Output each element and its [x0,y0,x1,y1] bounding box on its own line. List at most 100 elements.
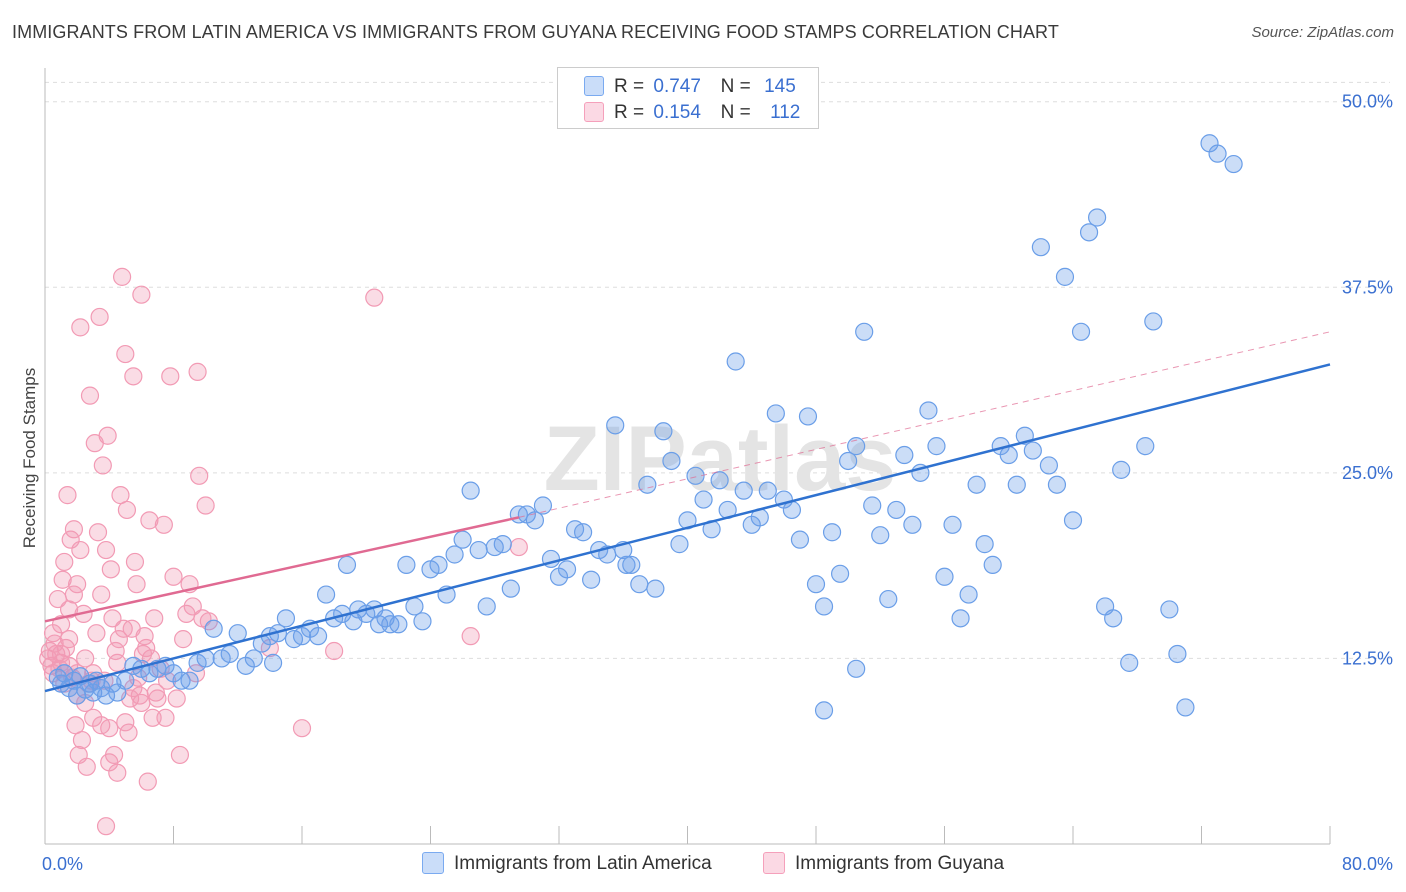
point-latin-america [1087,208,1107,227]
point-guyana [58,486,77,505]
point-latin-america [244,649,263,668]
point-guyana [132,693,151,713]
legend-swatch-latin-america [584,76,604,96]
point-latin-america [758,481,777,500]
point-latin-america [337,555,357,574]
series-swatch-latin-america [422,852,444,874]
point-latin-america [316,585,336,604]
point-latin-america [180,671,199,690]
point-guyana [190,466,209,485]
point-latin-america [1120,653,1139,672]
point-latin-america [935,567,954,586]
trend-line-latin-america [44,363,1331,693]
point-guyana [103,609,122,628]
point-latin-america [429,555,448,574]
point-latin-america [1079,223,1099,242]
point-latin-america [814,701,834,720]
point-guyana [167,689,186,708]
point-guyana [100,719,119,738]
point-latin-america [617,555,636,574]
point-guyana [174,630,193,649]
chart-title: IMMIGRANTS FROM LATIN AMERICA VS IMMIGRA… [12,22,1059,42]
point-latin-america [389,615,408,634]
series-legend-guyana: Immigrants from Guyana [763,852,1004,876]
point-guyana [161,367,180,386]
point-latin-america [638,475,657,494]
point-latin-america [830,564,850,583]
point-latin-america [646,579,665,598]
point-guyana [112,267,132,286]
point-latin-america [967,475,986,494]
point-latin-america [959,585,978,604]
point-guyana [72,730,92,750]
point-latin-america [228,624,247,643]
point-latin-america [734,481,753,500]
point-latin-america [533,496,553,515]
point-guyana [47,644,66,664]
point-latin-america [1224,154,1243,174]
point-latin-america [814,597,834,616]
point-guyana [164,567,183,586]
point-latin-america [573,523,593,542]
point-guyana [55,552,74,572]
point-guyana [96,817,116,836]
point-guyana [92,585,111,604]
y-tick-label: 12.5% [1342,648,1393,668]
point-guyana [325,641,344,661]
legend-r-value: 0.154 [653,102,701,123]
legend-row-latin-america: R = 0.747 N = 145 [584,76,796,100]
point-latin-america [847,659,866,678]
point-latin-america [276,609,296,628]
tick-labels: 12.5% 25.0% 37.5% 50.0% 0.0% 80.0% [42,92,1393,874]
point-guyana [183,597,202,616]
trend-extension-guyana [518,331,1331,518]
point-guyana [137,638,156,658]
trend-line-guyana [44,516,520,623]
point-guyana [71,318,90,337]
point-guyana [509,537,528,557]
point-latin-america [493,535,512,554]
legend-n-label: N = [720,76,751,97]
point-latin-america [1055,267,1075,286]
point-guyana [117,500,137,520]
point-guyana [170,745,190,765]
point-latin-america [1208,144,1227,163]
point-latin-america [871,526,890,545]
point-guyana [59,630,79,649]
point-guyana [148,689,167,708]
point-latin-america [983,555,1002,574]
point-latin-america [855,322,874,341]
point-guyana [80,386,100,405]
grid-lines [45,81,1390,659]
point-guyana [125,552,145,572]
point-latin-america [453,530,472,549]
point-guyana [93,456,112,475]
point-latin-america [694,490,713,509]
legend-r-label: R = [614,102,645,123]
point-latin-america [951,609,970,628]
point-guyana [68,575,87,594]
point-latin-america [116,671,135,690]
point-guyana [108,653,127,672]
point-latin-america [1112,460,1131,479]
point-latin-america [943,515,962,534]
point-latin-america [525,511,545,530]
point-latin-america [413,612,432,631]
point-guyana [365,288,384,307]
point-latin-america [798,407,818,426]
point-latin-america [1007,475,1026,494]
correlation-legend: R = 0.747 N = 145 R = 0.154 N = 112 [557,67,819,129]
point-guyana [119,723,138,742]
point-latin-america [1031,238,1050,257]
point-latin-america [1136,437,1155,456]
point-guyana [104,745,124,765]
point-latin-america [308,627,328,646]
point-latin-america [887,500,906,520]
point-latin-america [806,575,826,594]
point-latin-america [204,619,223,638]
point-latin-america [839,451,858,471]
point-latin-america [1039,456,1059,475]
point-guyana [64,585,84,604]
trend-lines [44,331,1331,693]
